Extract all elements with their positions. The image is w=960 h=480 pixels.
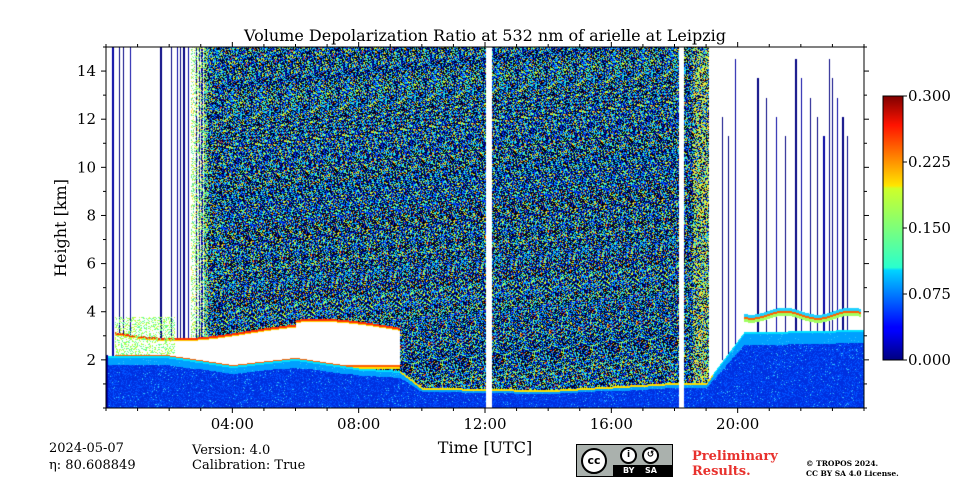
y-tick-label: 4 [86,303,96,321]
y-tick-label: 10 [77,158,96,176]
colorbar: 0.000 0.075 0.150 0.225 0.300 [882,87,951,369]
y-tick-label: 14 [77,62,96,80]
license-line-2: CC BY SA 4.0 License. [806,469,899,478]
y-tick-label: 8 [86,206,96,224]
by-person-icon: i [620,447,637,464]
x-axis: 04:00 08:00 12:00 16:00 20:00 [105,42,865,433]
plot-area [106,47,864,408]
colorbar-tick-label: 0.300 [908,87,951,105]
cc-logo-icon: cc [581,448,607,474]
colorbar-ticks: 0.000 0.075 0.150 0.225 0.300 [903,87,951,369]
cc-sa-label: SA [645,466,657,475]
x-tick-label: 12:00 [463,415,506,433]
colorbar-tick-label: 0.150 [908,219,951,237]
colorbar-gradient [882,95,904,361]
x-tick-label: 16:00 [590,415,633,433]
colorbar-tick-label: 0.075 [908,285,951,303]
footer-version: Version: 4.0 [192,443,271,458]
x-tick-label: 20:00 [716,415,759,433]
preliminary-line-2: Results. [692,464,751,479]
license-line-1: © TROPOS 2024. [806,459,879,468]
cc-strip [613,465,672,476]
cc-by-label: BY [623,466,635,475]
license-notice: © TROPOS 2024. CC BY SA 4.0 License. [806,459,899,479]
y-tick-label: 12 [77,110,96,128]
heatmap-canvas [106,47,864,408]
y-tick-label: 2 [86,351,96,369]
preliminary-line-1: Preliminary [692,449,778,464]
colorbar-tick-label: 0.225 [908,153,951,171]
heatmap-image [106,47,864,408]
x-tick-label: 08:00 [337,415,380,433]
preliminary-results-notice: Preliminary Results. [692,449,778,479]
cc-license-badge: cc i ↺ BY SA [576,444,673,477]
footer-calibration: Calibration: True [192,458,306,473]
y-tick-label: 6 [86,255,96,273]
footer-date: 2024-05-07 [49,441,124,456]
footer-eta: η: 80.608849 [49,458,136,473]
colorbar-tick-label: 0.000 [908,351,951,369]
chart-title: Volume Depolarization Ratio at 532 nm of… [243,26,726,45]
y-axis: 2 4 6 8 10 12 14 [77,46,869,409]
x-tick-label: 04:00 [211,415,254,433]
y-axis-label: Height [km] [51,179,70,277]
sa-share-alike-icon: ↺ [642,447,659,464]
x-axis-label: Time [UTC] [438,438,532,457]
